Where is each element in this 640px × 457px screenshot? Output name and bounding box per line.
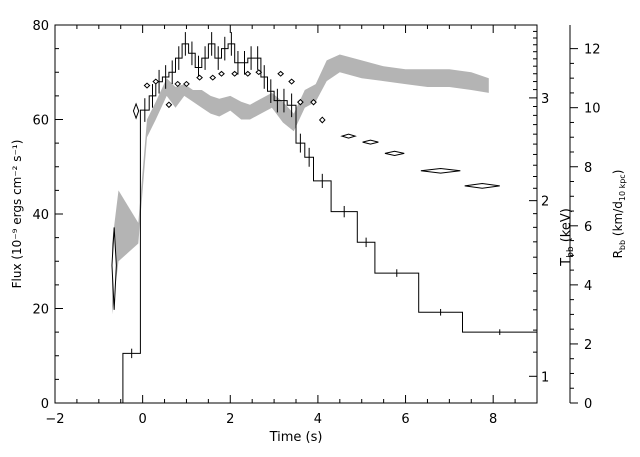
x-tick-label: 0 [138, 412, 146, 427]
y-tick-label: 80 [32, 19, 49, 34]
y-tick-label: 20 [32, 303, 49, 318]
y-axis-flux: 0 20 40 60 80 [32, 19, 63, 412]
flux-histogram-line [112, 43, 537, 404]
temperature-diamond [231, 70, 239, 77]
y-tick-label: 0 [41, 397, 49, 412]
temperature-diamond [111, 227, 117, 310]
temperature-diamond [420, 168, 461, 174]
temperature-diamond [218, 70, 225, 77]
temperature-diamond [340, 133, 357, 139]
y-axis-flux-label: Flux (10⁻⁹ ergs cm⁻² s⁻¹) [10, 140, 24, 289]
x-tick-label: 8 [489, 412, 497, 427]
temperature-diamond [277, 70, 285, 77]
x-axis-label: Time (s) [269, 430, 323, 445]
temperature-diamond [209, 74, 217, 81]
y-tick-label: 40 [32, 208, 49, 223]
temperature-tick-label: 3 [541, 92, 549, 107]
radius-tick-label: 6 [584, 220, 592, 235]
temperature-diamond [196, 74, 203, 81]
y-axis-temperature: 1 2 3 [529, 24, 549, 404]
y-axis-radius-label: Rbb (km/d10 kpc) [611, 170, 627, 259]
temperature-diamond [464, 183, 500, 189]
x-tick-label: −2 [45, 412, 64, 427]
temperature-diamond [288, 78, 295, 85]
temperature-diamond [297, 98, 304, 106]
temperature-diamond [318, 116, 326, 124]
radius-band [112, 54, 489, 315]
y-axis-temperature-label: Tbb (keV) [559, 208, 576, 267]
radius-tick-label: 10 [584, 102, 601, 117]
temperature-diamond [244, 70, 252, 77]
temperature-diamond [143, 82, 151, 89]
radius-band-layer [112, 54, 489, 315]
temperature-diamond-layer [111, 69, 500, 310]
x-axis: −2 0 2 4 6 8 [45, 25, 538, 427]
radius-tick-label: 2 [584, 338, 592, 353]
temperature-diamond [310, 98, 317, 106]
temperature-diamond [132, 102, 140, 120]
radius-tick-label: 4 [584, 279, 592, 294]
temperature-tick-label: 2 [541, 195, 549, 210]
x-tick-label: 6 [401, 412, 409, 427]
y-tick-label: 60 [32, 114, 49, 129]
flux-histogram-layer [112, 32, 537, 404]
temperature-diamond [183, 80, 190, 88]
radius-tick-label: 12 [584, 43, 601, 58]
temperature-diamond [165, 101, 173, 109]
radius-tick-label: 0 [584, 397, 592, 412]
temperature-diamond [255, 69, 263, 76]
x-tick-label: 2 [226, 412, 234, 427]
temperature-diamond [152, 78, 160, 85]
x-tick-label: 4 [314, 412, 322, 427]
temperature-diamond [384, 150, 405, 157]
radius-tick-label: 8 [584, 161, 592, 176]
temperature-diamond [174, 80, 182, 88]
temperature-diamond [362, 139, 379, 145]
temperature-tick-label: 1 [541, 370, 549, 385]
y-axis-radius: 0 2 4 6 8 10 12 [569, 25, 601, 412]
